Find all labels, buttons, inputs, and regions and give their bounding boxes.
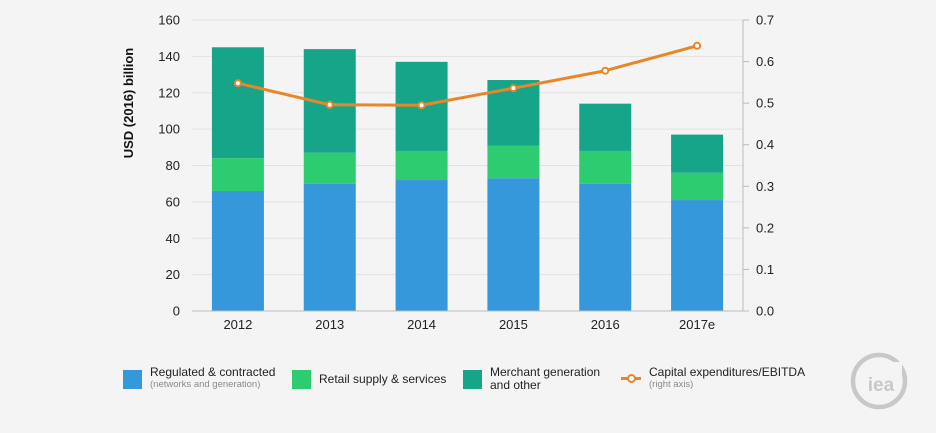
- y-axis-label: USD (2016) billion: [121, 48, 136, 159]
- y2-tick-label: 0.3: [756, 179, 774, 194]
- x-tick-label: 2015: [499, 317, 528, 332]
- bar-2012-series2: [211, 158, 264, 191]
- legend-label-capex: Capital expenditures/EBITDA: [649, 365, 806, 379]
- y2-tick-label: 0.6: [756, 54, 774, 69]
- legend-label-retail: Retail supply & services: [319, 372, 447, 386]
- capex-line-path: [237, 44, 698, 107]
- x-tick-label: 2016: [591, 317, 620, 332]
- y-tick-label: 160: [158, 13, 180, 28]
- bar-2017e-series2: [671, 172, 724, 201]
- bar-2017e-series3: [671, 134, 724, 173]
- bar-2015-series2: [487, 145, 540, 179]
- x-tick-label: 2013: [315, 317, 344, 332]
- legend-swatch-regulated: [123, 370, 142, 389]
- chart: 0 20 40 60 80 100 120 140 160 0.0 0.1 0.2 0.3 0.4 0.5 0…: [121, 13, 774, 333]
- y2-tick-label: 0.0: [756, 304, 774, 319]
- legend-label-regulated: Regulated & contracted: [150, 365, 276, 379]
- bars: [211, 47, 724, 311]
- capex-point-2013: [325, 100, 334, 109]
- bar-2012-series3: [211, 47, 264, 159]
- legend-swatch-capex: [621, 369, 641, 388]
- capex-point-2017e: [693, 41, 702, 50]
- bar-2014-series2: [395, 150, 448, 181]
- y2-tick-label: 0.7: [756, 13, 774, 28]
- legend-sub-capex: (right axis): [649, 379, 694, 390]
- legend-sub-regulated: (networks and generation): [150, 379, 261, 390]
- bar-2012-series1: [211, 190, 264, 311]
- capex-point-2014: [417, 101, 426, 110]
- y-tick-label: 120: [158, 85, 180, 100]
- bar-2013-series1: [303, 183, 356, 311]
- y-tick-label: 60: [166, 194, 180, 209]
- y2-tick-label: 0.4: [756, 137, 774, 152]
- legend: Regulated & contracted (networks and gen…: [0, 366, 936, 406]
- y2-tick-label: 0.5: [756, 96, 774, 111]
- bar-2016-series1: [579, 183, 632, 311]
- legend-label-merchant-2: and other: [490, 378, 541, 392]
- capex-point-2016: [601, 66, 610, 75]
- capex-point-2012: [233, 79, 242, 88]
- legend-item-capex: Capital expenditures/EBITDA (right axis): [621, 366, 805, 390]
- bar-2017e-series1: [671, 200, 724, 311]
- legend-item-retail: Retail supply & services: [292, 366, 446, 389]
- y2-tick-label: 0.2: [756, 220, 774, 235]
- y-tick-label: 140: [158, 49, 180, 64]
- axes: 0 20 40 60 80 100 120 140 160 0.0 0.1 0.2 0.3 0.4 0.5 0…: [158, 13, 774, 333]
- capex-point-2015: [509, 84, 518, 93]
- bar-2013-series2: [303, 152, 356, 184]
- bar-2016-series3: [579, 103, 632, 151]
- y-tick-label: 100: [158, 122, 180, 137]
- gridlines: [192, 19, 743, 276]
- y-tick-label: 20: [166, 267, 180, 282]
- iea-logo-icon: iea: [850, 352, 908, 410]
- bar-2016-series2: [579, 150, 632, 184]
- legend-label-merchant-1: Merchant generation: [490, 365, 601, 379]
- y-tick-label: 80: [166, 158, 180, 173]
- x-tick-label: 2014: [407, 317, 436, 332]
- capex-line: [233, 41, 702, 110]
- legend-item-regulated: Regulated & contracted (networks and gen…: [123, 366, 275, 390]
- y-tick-label: 40: [166, 231, 180, 246]
- y-tick-label: 0: [173, 304, 180, 319]
- bar-2014-series1: [395, 180, 448, 311]
- y2-tick-label: 0.1: [756, 262, 774, 277]
- x-tick-label: 2017e: [679, 317, 715, 332]
- iea-logo-text: iea: [868, 375, 895, 396]
- bar-2015-series1: [487, 178, 540, 311]
- x-tick-label: 2012: [223, 317, 252, 332]
- legend-swatch-merchant: [463, 370, 482, 389]
- legend-item-merchant: Merchant generation and other: [463, 366, 600, 392]
- legend-swatch-retail: [292, 370, 311, 389]
